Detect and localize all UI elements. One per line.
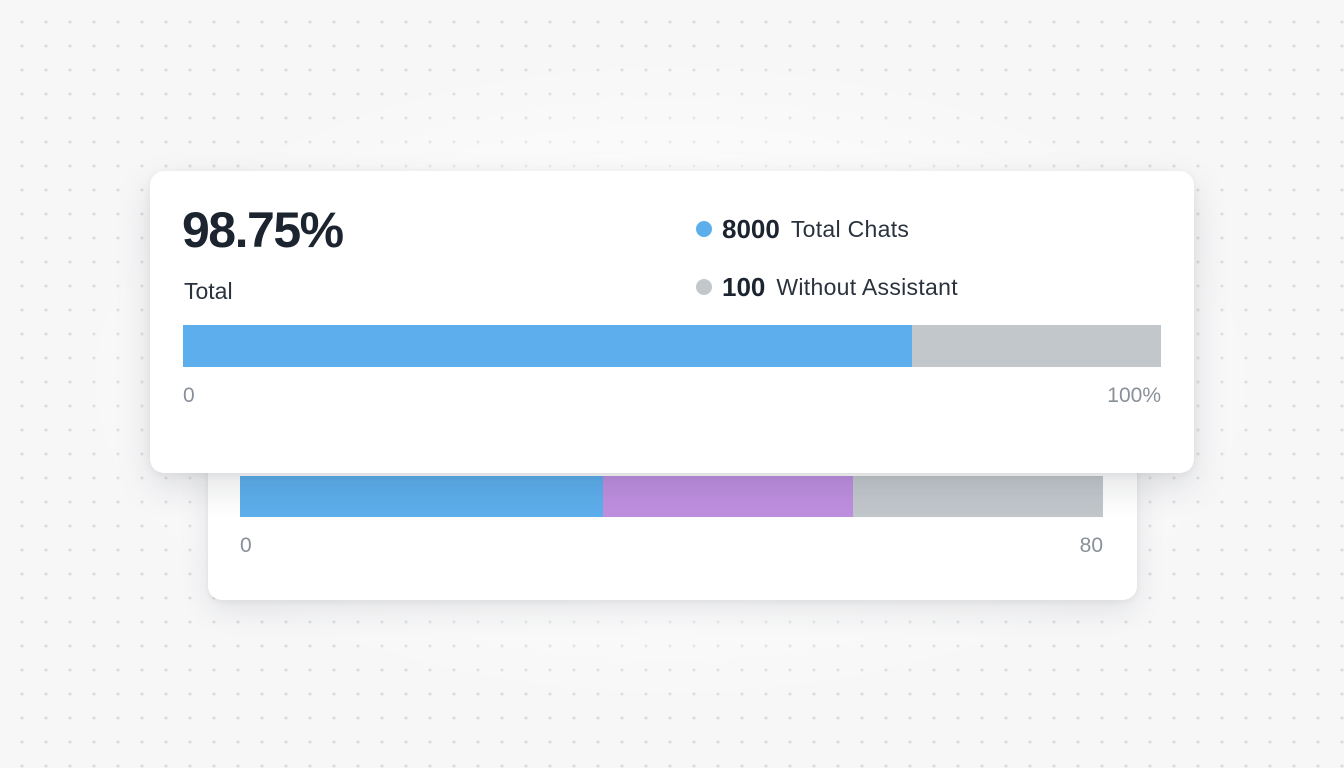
secondary-bar-segment-gray (852, 476, 1103, 517)
total-axis-min-label: 0 (183, 384, 195, 407)
legend-label: Without Assistant (776, 273, 958, 300)
total-bar-segment-blue (183, 325, 912, 367)
legend-label: Total Chats (790, 215, 910, 242)
secondary-axis-min-label: 0 (240, 534, 252, 557)
total-label: Total (184, 278, 233, 304)
total-stats-card: 98.75% Total 8000 Total Chats 100 Withou… (150, 171, 1194, 473)
legend-item-total-chats: 8000 Total Chats (696, 211, 958, 247)
secondary-stacked-bar (240, 476, 1103, 517)
total-stacked-bar (183, 325, 1161, 367)
secondary-bar-segment-blue (240, 476, 604, 517)
dot-blue-icon (696, 221, 712, 237)
secondary-axis-max-label: 80 (1079, 534, 1103, 557)
total-axis: 0 100% (183, 384, 1161, 408)
legend-number: 100 (722, 271, 766, 302)
dot-gray-icon (696, 279, 712, 295)
legend: 8000 Total Chats 100 Without Assistant (696, 211, 958, 327)
secondary-axis: 0 80 (240, 534, 1103, 558)
legend-item-without-assistant: 100 Without Assistant (696, 269, 958, 305)
secondary-bar-segment-purple (603, 476, 853, 517)
legend-number: 8000 (722, 213, 780, 244)
total-axis-max-label: 100% (1107, 384, 1161, 407)
total-percentage: 98.75% (182, 202, 344, 258)
total-bar-segment-gray (911, 325, 1161, 367)
